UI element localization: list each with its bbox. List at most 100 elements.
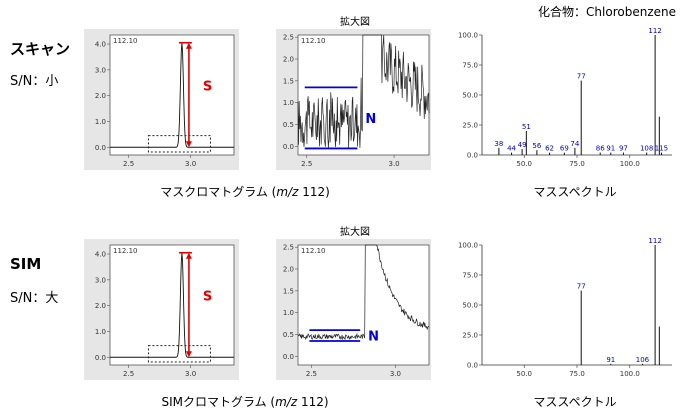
zoom-label-sim: 拡大図	[340, 227, 370, 238]
scan-zoom-chart: 112.10 0.0 0.5 1.0 1.5 2.0 2.5 2.5 3.0 N	[283, 34, 430, 168]
scan-chromatogram-panel: 112.10 0.0 1.0 2.0 3.0 4.0 2.5 3.0 S	[84, 29, 239, 170]
x-tick-label: 75.0	[569, 160, 585, 168]
x-tick-label: 100.0	[620, 160, 640, 168]
y-tick-label: 25.0	[462, 122, 478, 130]
x-tick-label: 100.0	[620, 370, 640, 378]
ms-peak-label: 69	[560, 145, 569, 153]
plot-area	[297, 244, 430, 366]
ms-peak-label: 77	[577, 283, 586, 291]
sim-chromatogram: 112.10 0.0 1.0 2.0 3.0 4.0 2.5 3.0 S	[95, 244, 235, 378]
compound-label: 化合物：Chlorobenzene	[538, 5, 676, 19]
row-title-sim: SIM	[10, 255, 42, 273]
ms-caption-scan: マススペクトル	[533, 185, 617, 199]
x-tick-label: 2.5	[306, 370, 317, 378]
chromatogram-trace	[110, 42, 234, 148]
noise-label: N	[365, 112, 376, 127]
ms-peak-label: 97	[619, 145, 628, 153]
ms-peak-label: 62	[545, 145, 554, 153]
y-tick-label: 25.0	[462, 332, 478, 340]
y-tick-label: 0.0	[95, 144, 106, 152]
y-tick-label: 100.0	[458, 242, 478, 250]
ms-peak-label: 44	[507, 145, 516, 153]
y-tick-label: 3.0	[95, 276, 106, 284]
sim-zoom-chart: 112.10 0.0 0.5 1.0 1.5 2.0 2.5 2.5 3.0 N	[283, 244, 430, 378]
zoom-region-box	[147, 345, 211, 363]
ms-peak-label: 108	[640, 145, 653, 153]
signal-arrow-head-up	[185, 42, 192, 49]
y-tick-label: 100.0	[458, 32, 478, 40]
y-tick-label: 1.0	[95, 328, 106, 336]
sim-ms-panel: 0.0 25.0 50.0 75.0 100.0 50.0 75.0 100.0 77 91 106…	[458, 237, 690, 380]
x-tick-label: 2.5	[301, 160, 312, 168]
ms-peak-label: 86	[596, 145, 605, 153]
scan-zoom-panel: 112.10 0.0 0.5 1.0 1.5 2.0 2.5 2.5 3.0 N	[276, 29, 431, 170]
y-tick-label: 75.0	[462, 62, 478, 70]
ms-peak-label: 77	[577, 73, 586, 81]
y-tick-label: 1.0	[283, 309, 294, 317]
y-tick-label: 0.0	[467, 362, 478, 370]
y-tick-label: 2.0	[283, 56, 294, 64]
chrom-caption-sim: SIMクロマトグラム (m/z 112)	[161, 395, 329, 409]
ms-peak-label: 112	[648, 27, 661, 35]
signal-arrow-head-down	[185, 351, 192, 358]
x-tick-label: 50.0	[516, 160, 532, 168]
x-tick-label: 3.0	[185, 160, 196, 168]
y-tick-label: 0.0	[283, 353, 294, 361]
ms-peak-label: 112	[648, 237, 661, 245]
y-tick-label: 2.0	[95, 92, 106, 100]
chart-header: 112.10	[301, 37, 326, 45]
y-tick-label: 3.0	[95, 66, 106, 74]
sim-mass-spectrum: 0.0 25.0 50.0 75.0 100.0 50.0 75.0 100.0 77 91 106…	[458, 237, 672, 378]
chart-header: 112.10	[301, 247, 326, 255]
scan-ms-panel: 0.0 25.0 50.0 75.0 100.0 50.0 75.0 100.0 38 44 49 5…	[458, 27, 690, 170]
zoom-trace	[297, 244, 430, 341]
chromatogram-trace	[110, 252, 234, 358]
y-tick-label: 1.0	[95, 118, 106, 126]
plot-area	[109, 244, 235, 366]
plot-area	[109, 34, 235, 156]
y-tick-label: 4.0	[95, 41, 106, 49]
x-tick-label: 2.5	[123, 370, 134, 378]
y-tick-label: 2.0	[283, 266, 294, 274]
zoom-region-box	[147, 135, 211, 153]
scan-chromatogram: 112.10 0.0 1.0 2.0 3.0 4.0 2.5 3.0 S	[95, 34, 235, 168]
x-tick-label: 3.0	[388, 160, 399, 168]
ms-caption-sim: マススペクトル	[533, 395, 617, 409]
y-tick-label: 1.0	[283, 99, 294, 107]
y-tick-label: 2.0	[95, 302, 106, 310]
x-tick-label: 3.0	[390, 370, 401, 378]
chart-header: 112.10	[113, 37, 138, 45]
ms-peak-label: 38	[494, 140, 503, 148]
x-tick-label: 2.5	[123, 160, 134, 168]
ms-peak-label: 49	[518, 141, 527, 149]
sn-sim: S/N：大	[10, 291, 59, 306]
sim-zoom-panel: 112.10 0.0 0.5 1.0 1.5 2.0 2.5 2.5 3.0 N	[276, 239, 431, 380]
x-tick-label: 50.0	[516, 370, 532, 378]
zoom-trace	[297, 34, 430, 149]
x-tick-label: 3.0	[185, 370, 196, 378]
y-tick-label: 50.0	[462, 92, 478, 100]
ms-peak-label: 106	[636, 356, 650, 364]
ms-peak-label: 91	[606, 356, 615, 364]
sim-chromatogram-panel: 112.10 0.0 1.0 2.0 3.0 4.0 2.5 3.0 S	[84, 239, 239, 380]
y-tick-label: 2.5	[283, 34, 294, 42]
scan-mass-spectrum: 0.0 25.0 50.0 75.0 100.0 50.0 75.0 100.0 38 44 49 5…	[458, 27, 672, 168]
signal-label: S	[203, 79, 212, 94]
ms-peak-label: 56	[532, 142, 541, 150]
ms-peak-label: 115	[655, 145, 668, 153]
row-title-scan: スキャン	[10, 40, 71, 58]
y-tick-label: 1.5	[283, 287, 294, 295]
y-tick-label: 0.0	[95, 354, 106, 362]
y-tick-label: 1.5	[283, 77, 294, 85]
y-tick-label: 50.0	[462, 302, 478, 310]
noise-label: N	[368, 330, 379, 345]
y-tick-label: 0.5	[283, 121, 294, 129]
ms-peak-label: 74	[570, 140, 579, 148]
ms-peak-label: 51	[522, 123, 531, 131]
signal-label: S	[203, 289, 212, 304]
y-tick-label: 0.0	[283, 143, 294, 151]
y-tick-label: 0.5	[283, 331, 294, 339]
y-tick-label: 0.0	[467, 152, 478, 160]
ms-peak-label: 91	[606, 145, 615, 153]
x-tick-label: 75.0	[569, 370, 585, 378]
